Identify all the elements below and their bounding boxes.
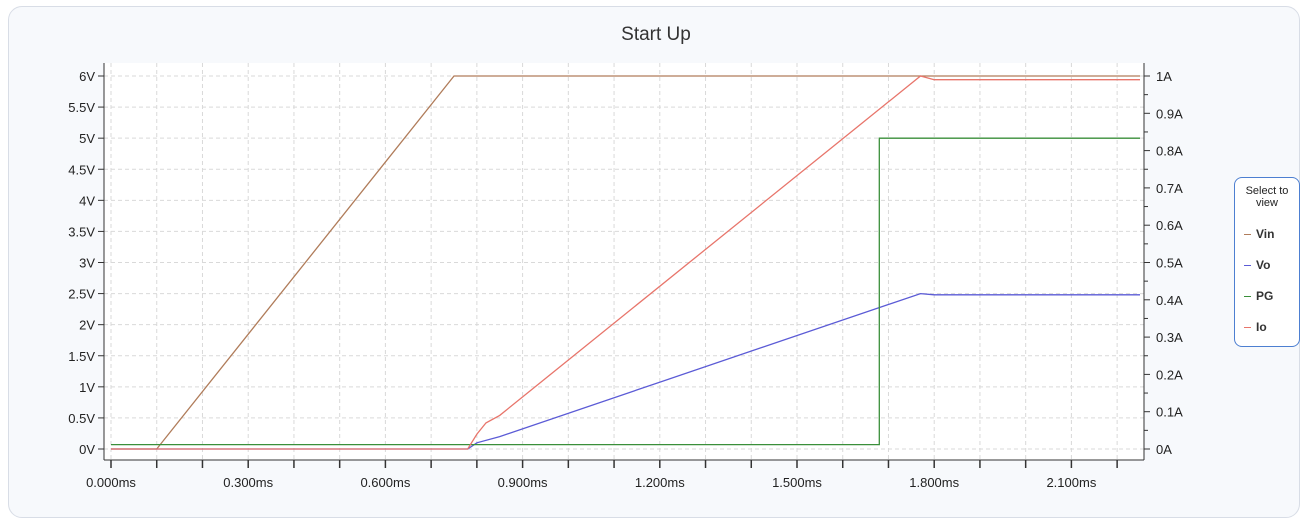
y-right-tick-label: 0.5A: [1156, 256, 1183, 271]
y-right-tick-label: 0.4A: [1156, 293, 1183, 308]
legend-swatch: [1244, 327, 1251, 329]
axes: 0.000ms 0.300ms 0.600ms 0.900ms 1.200ms 1.500…: [68, 63, 1183, 490]
y-right-tick-label: 0.8A: [1156, 144, 1183, 159]
x-tick-label: 0.000ms: [86, 475, 136, 490]
y-right-tick-label: 0.3A: [1156, 330, 1183, 345]
chart-title: Start Up: [621, 24, 691, 45]
legend-label: Vin: [1256, 227, 1275, 241]
legend-item-pg[interactable]: PG: [1244, 289, 1273, 303]
legend-swatch: [1244, 265, 1251, 267]
grid: [104, 63, 1144, 460]
x-tick-label: 0.300ms: [223, 475, 273, 490]
y-left-tick-label: 1V: [79, 380, 95, 395]
y-right-tick-label: 0A: [1156, 442, 1172, 457]
x-tick-label: 2.100ms: [1046, 475, 1096, 490]
y-left-tick-label: 5.5V: [68, 100, 95, 115]
x-tick-label: 0.900ms: [498, 475, 548, 490]
legend-swatch: [1244, 296, 1251, 298]
y-left-tick-label: 0V: [79, 442, 95, 457]
legend-title: Select to view: [1245, 185, 1289, 209]
y-left-tick-label: 0.5V: [68, 411, 95, 426]
y-left-tick-label: 5V: [79, 131, 95, 146]
y-right-tick-label: 0.6A: [1156, 218, 1183, 233]
legend-item-io[interactable]: Io: [1244, 320, 1267, 334]
y-left-tick-label: 3.5V: [68, 224, 95, 239]
y-right-tick-label: 0.1A: [1156, 405, 1183, 420]
y-left-tick-label: 2.5V: [68, 287, 95, 302]
legend: Select to view Vin Vo PG Io: [1234, 177, 1300, 347]
y-right-tick-label: 0.7A: [1156, 181, 1183, 196]
y-left-tick-label: 6V: [79, 69, 95, 84]
x-tick-label: 1.200ms: [635, 475, 685, 490]
y-right-tick-label: 1A: [1156, 69, 1172, 84]
legend-item-vo[interactable]: Vo: [1244, 258, 1270, 272]
series-line-io: [111, 75, 1140, 450]
legend-label: PG: [1256, 289, 1274, 303]
plot-area: [104, 63, 1144, 460]
y-right-tick-label: 0.2A: [1156, 367, 1183, 382]
series-lines: [111, 75, 1140, 450]
x-tick-label: 1.800ms: [909, 475, 959, 490]
y-left-tick-label: 3V: [79, 256, 95, 271]
series-line-pg: [111, 137, 1140, 446]
legend-label: Io: [1256, 320, 1267, 334]
x-tick-label: 1.500ms: [772, 475, 822, 490]
legend-swatch: [1244, 234, 1251, 236]
legend-label: Vo: [1256, 258, 1271, 272]
y-left-tick-label: 1.5V: [68, 349, 95, 364]
y-right-tick-label: 0.9A: [1156, 106, 1183, 121]
x-tick-label: 0.600ms: [360, 475, 410, 490]
y-left-tick-label: 2V: [79, 318, 95, 333]
y-left-tick-label: 4V: [79, 193, 95, 208]
legend-item-vin[interactable]: Vin: [1244, 227, 1274, 241]
y-left-tick-label: 4.5V: [68, 162, 95, 177]
